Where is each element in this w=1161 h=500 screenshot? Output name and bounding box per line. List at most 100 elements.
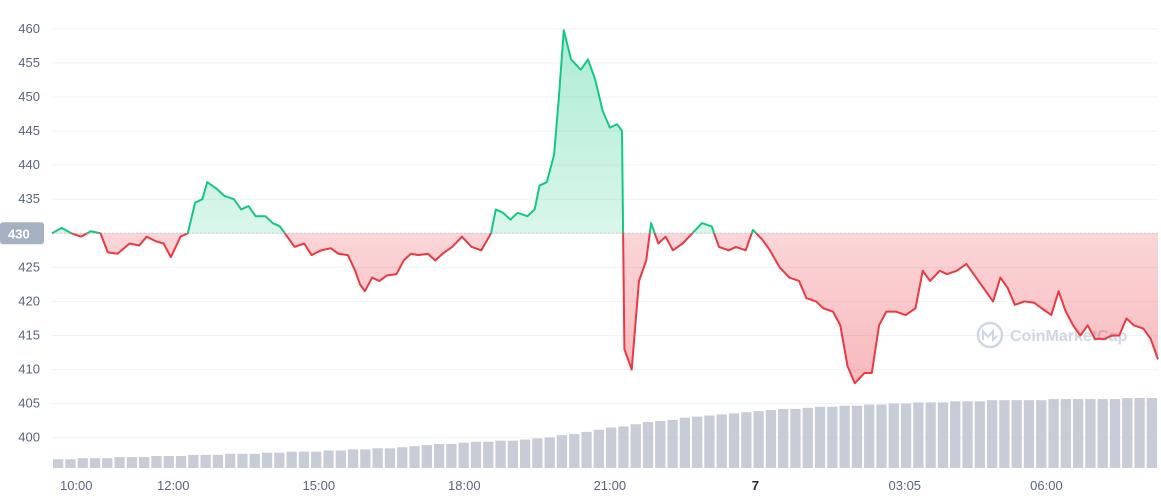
y-tick-label: 400: [18, 430, 40, 445]
volume-bar: [114, 457, 125, 468]
volume-bar: [1072, 399, 1084, 468]
volume-bar: [876, 404, 887, 468]
volume-bar: [126, 457, 138, 468]
volume-bar: [864, 404, 875, 468]
volume-bar: [89, 458, 101, 468]
volume-bar: [102, 458, 113, 468]
volume-bar: [249, 453, 260, 468]
y-tick-label: 415: [18, 328, 40, 343]
volume-bar: [962, 401, 973, 468]
volume-bar: [188, 454, 199, 468]
volume-bar: [1109, 399, 1121, 468]
volume-bar: [630, 424, 641, 468]
price-line-up: [51, 29, 758, 234]
volume-bar: [1023, 400, 1035, 468]
volume-bar: [139, 457, 150, 468]
volume-bar: [1048, 399, 1059, 468]
volume-bar: [1134, 398, 1145, 468]
volume-bar: [532, 438, 543, 468]
volume-bar: [507, 440, 518, 468]
y-tick-label: 460: [18, 21, 40, 36]
volume-bar: [642, 422, 654, 468]
volume-bar: [814, 406, 826, 468]
volume-bar: [409, 446, 420, 468]
volume-bar: [679, 417, 691, 468]
volume-bar: [606, 427, 617, 468]
volume-bar: [372, 448, 383, 468]
volume-bar: [483, 441, 494, 468]
y-tick-label: 405: [18, 396, 40, 411]
coinmarketcap-logo-icon: [976, 321, 1004, 349]
volume-bar: [274, 452, 285, 468]
volume-bar: [1085, 399, 1096, 468]
y-tick-label: 425: [18, 259, 40, 274]
volume-bar: [421, 445, 432, 468]
volume-bar: [397, 447, 408, 468]
volume-bar: [335, 450, 346, 468]
price-line-down: [51, 233, 1159, 385]
volume-bar: [212, 454, 224, 468]
volume-bar: [888, 403, 899, 468]
volume-bar: [360, 449, 371, 468]
volume-bar: [1011, 400, 1022, 468]
x-tick-label: 7: [752, 478, 759, 493]
x-tick-label: 06:00: [1030, 478, 1063, 493]
volume-bar: [655, 420, 666, 468]
x-tick-label: 18:00: [448, 478, 481, 493]
volume-bar: [900, 403, 912, 468]
volume-bar: [950, 401, 961, 468]
volume-bar: [618, 426, 629, 468]
x-tick-label: 10:00: [60, 478, 93, 493]
volume-bar: [163, 455, 174, 468]
volume-bar: [999, 400, 1010, 468]
volume-bar: [569, 434, 580, 468]
volume-bar: [1097, 399, 1108, 468]
volume-bar: [925, 402, 936, 468]
y-tick-label: 455: [18, 55, 40, 70]
volume-bar: [347, 449, 359, 468]
volume-bar: [937, 402, 949, 468]
y-tick-label: 435: [18, 191, 40, 206]
volume-bar: [839, 405, 850, 468]
volume-bar: [716, 414, 727, 468]
volume-bar: [470, 441, 482, 468]
volume-bar: [728, 413, 740, 468]
volume-bar: [704, 415, 715, 468]
y-tick-label: 440: [18, 157, 40, 172]
volume-bar: [581, 431, 592, 468]
y-tick-label: 450: [18, 89, 40, 104]
x-axis: 10:00 12:00 15:00 18:00 21:00 7 03:05 06:00: [60, 478, 1063, 493]
volume-bar: [323, 450, 334, 468]
area-above-baseline: [52, 30, 757, 234]
y-tick-label: 420: [18, 293, 40, 308]
volume-bar: [53, 459, 64, 468]
volume-bar: [384, 448, 396, 468]
volume-bar: [65, 459, 76, 468]
volume-bar: [175, 455, 187, 468]
volume-bar: [1036, 400, 1047, 468]
volume-bar: [544, 437, 555, 468]
volume-bar: [1060, 399, 1071, 468]
volume-bar: [692, 416, 703, 468]
baseline-label: 430: [0, 222, 44, 245]
volume-bar: [851, 405, 863, 468]
volume-bar: [913, 402, 924, 468]
volume-bar: [827, 406, 838, 468]
volume-bar: [986, 400, 998, 468]
volume-bar: [151, 455, 162, 468]
volume-bar: [519, 439, 531, 468]
volume-bar: [261, 452, 273, 468]
x-tick-label: 21:00: [594, 478, 627, 493]
volume-bar: [286, 451, 297, 468]
volume-bar: [237, 453, 248, 468]
volume-bar: [790, 408, 801, 468]
volume-bar: [556, 435, 568, 468]
price-area: [52, 30, 1158, 384]
x-tick-label: 03:05: [889, 478, 922, 493]
volume-bar: [458, 442, 469, 468]
volume-bar: [778, 408, 789, 468]
volume-bar: [495, 440, 506, 468]
y-axis: 400 405 410 415 420 425 435 440 445 450 455 460: [18, 21, 40, 445]
volume-bar: [593, 429, 604, 468]
